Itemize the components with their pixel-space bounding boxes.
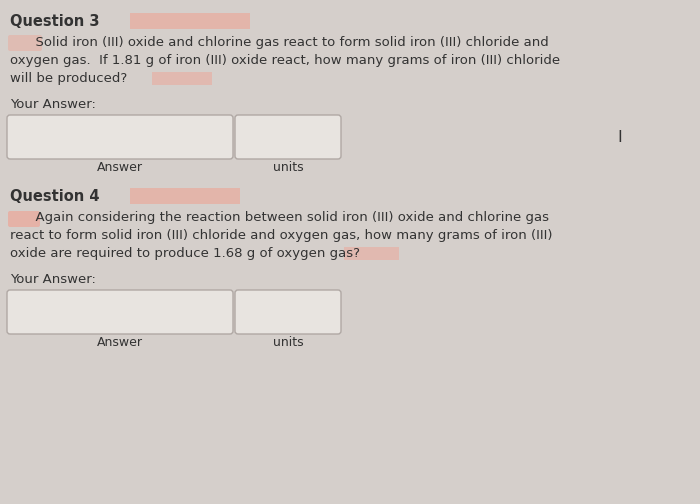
Text: react to form solid iron (III) chloride and oxygen gas, how many grams of iron (: react to form solid iron (III) chloride … [10, 229, 552, 242]
FancyBboxPatch shape [7, 290, 233, 334]
Text: Solid iron (III) oxide and chlorine gas react to form solid iron (III) chloride : Solid iron (III) oxide and chlorine gas … [10, 36, 549, 49]
FancyBboxPatch shape [130, 13, 250, 29]
Text: Answer: Answer [97, 336, 143, 349]
Text: Again considering the reaction between solid iron (III) oxide and chlorine gas: Again considering the reaction between s… [10, 211, 549, 224]
FancyBboxPatch shape [8, 35, 42, 51]
Text: Question 4: Question 4 [10, 189, 99, 204]
Text: will be produced?: will be produced? [10, 72, 127, 85]
Text: Question 3: Question 3 [10, 14, 99, 29]
FancyBboxPatch shape [235, 115, 341, 159]
Text: units: units [273, 161, 303, 174]
FancyBboxPatch shape [152, 72, 212, 85]
FancyBboxPatch shape [130, 188, 240, 204]
Text: I: I [617, 130, 622, 145]
Text: Your Answer:: Your Answer: [10, 98, 96, 111]
Text: oxygen gas.  If 1.81 g of iron (III) oxide react, how many grams of iron (III) c: oxygen gas. If 1.81 g of iron (III) oxid… [10, 54, 560, 67]
FancyBboxPatch shape [8, 211, 40, 227]
Text: oxide are required to produce 1.68 g of oxygen gas?: oxide are required to produce 1.68 g of … [10, 247, 360, 260]
Text: units: units [273, 336, 303, 349]
Text: Answer: Answer [97, 161, 143, 174]
FancyBboxPatch shape [235, 290, 341, 334]
FancyBboxPatch shape [344, 247, 399, 260]
FancyBboxPatch shape [7, 115, 233, 159]
Text: Your Answer:: Your Answer: [10, 273, 96, 286]
